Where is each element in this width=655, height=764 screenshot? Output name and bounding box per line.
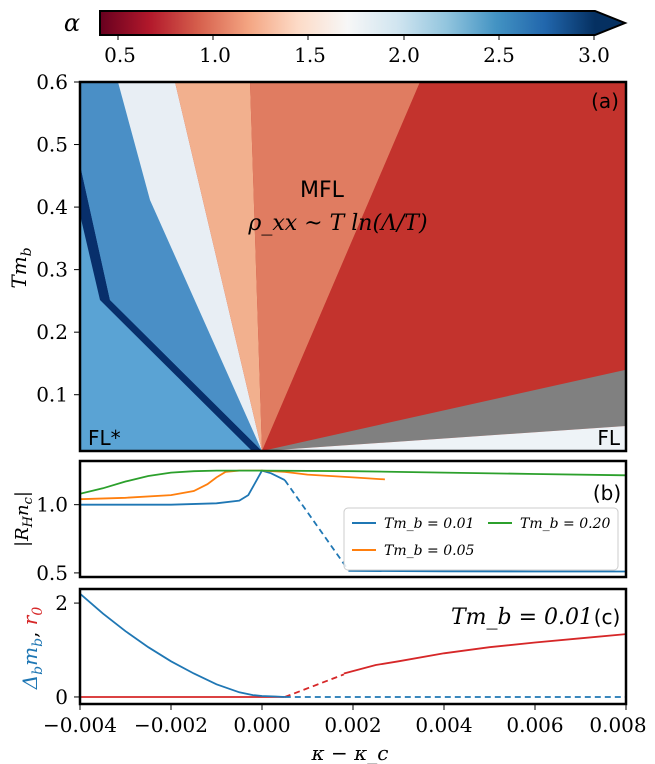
annotation-rho-formula: ρ_xx ~ T ln(Λ/T) (247, 211, 427, 236)
panel-c-ylabel: Δbmb, r0 (18, 607, 46, 691)
panel-b: |RHnc| 0.5 1.0 (b) Tm_b = 0.01 Tm_b = 0.… (12, 459, 628, 585)
panel-c-xaxis: −0.004 −0.002 0.000 0.002 0.004 0.006 0.… (43, 704, 647, 764)
heatmap-region-peach (175, 82, 262, 451)
series-line-tmb-020 (80, 469, 626, 495)
panel-c-yaxis: Δbmb, r0 0 2 (18, 591, 80, 709)
heatmap-region-dark-ridge (80, 164, 262, 451)
series-line-tmb-001-tail (348, 570, 626, 573)
annotation-flstar: FL* (88, 426, 121, 450)
colorbar: α 0.5 1.0 1.5 2.0 2.5 3.0 (64, 9, 628, 67)
series-line-tmb-001-dashed (284, 479, 350, 571)
ytick-label: 0.4 (36, 195, 68, 219)
ytick-label: 0.1 (36, 383, 68, 407)
xtick-label: 0.000 (233, 713, 290, 737)
colorbar-tick-label: 1.5 (294, 43, 326, 67)
colorbar-tick-label: 3.0 (578, 43, 610, 67)
panel-a-ylabel: Tmb (7, 247, 35, 288)
heatmap-region-mid-blue (80, 82, 262, 451)
xtick-label: 0.002 (324, 713, 381, 737)
colorbar-ticks: 0.5 1.0 1.5 2.0 2.5 3.0 (104, 35, 610, 67)
colorbar-extend-triangle (595, 11, 625, 35)
xtick-label: 0.008 (589, 713, 646, 737)
panel-a-yaxis: Tmb 0.1 0.2 0.3 0.4 0.5 0.6 (7, 70, 80, 407)
colorbar-bar (100, 11, 595, 35)
xtick-label: −0.004 (43, 713, 117, 737)
legend-label-tmb-001: Tm_b = 0.01 (384, 516, 474, 532)
heatmap-region-gray (262, 369, 626, 451)
colorbar-tick-label: 2.0 (388, 43, 420, 67)
xtick-label: −0.002 (134, 713, 208, 737)
colorbar-tick-label: 0.5 (104, 43, 136, 67)
legend-label-tmb-020: Tm_b = 0.20 (520, 516, 610, 532)
ytick-label: 0 (55, 685, 68, 709)
panel-a-frame (78, 80, 628, 453)
panel-a: Tmb 0.1 0.2 0.3 0.4 0.5 0.6 (a) MFL ρ_xx… (7, 70, 628, 453)
series-line-r0-dashed (284, 673, 345, 698)
annotation-fl: FL (597, 426, 621, 450)
colorbar-tick-label: 1.0 (199, 43, 231, 67)
panel-b-yaxis: |RHnc| 0.5 1.0 (12, 491, 80, 585)
panel-c-plot-area (80, 593, 626, 698)
ytick-label: 1.0 (36, 493, 68, 517)
panel-a-tag: (a) (591, 89, 619, 113)
panel-b-frame (78, 459, 628, 579)
annotation-tmb: Tm_b = 0.01 (451, 605, 593, 630)
panel-c-tag: (c) (594, 605, 621, 629)
heatmap-region-fl-light (262, 425, 626, 451)
ytick-label: 0.5 (36, 561, 68, 585)
heatmap-region-crossover-white (118, 82, 262, 451)
ytick-label: 0.5 (36, 133, 68, 157)
ytick-label: 0.6 (36, 70, 68, 94)
panel-b-plot-area (80, 469, 626, 573)
heatmap-region-red (262, 82, 626, 451)
panel-b-ylabel: |RHnc| (12, 491, 36, 547)
series-line-tmb-005 (80, 469, 385, 501)
panel-c: Δbmb, r0 0 2 −0.004 −0.002 0.000 0.002 0… (18, 587, 647, 764)
series-line-delta-b (80, 593, 285, 698)
legend-label-tmb-005: Tm_b = 0.05 (384, 543, 474, 559)
panel-b-tag: (b) (593, 481, 621, 505)
annotation-mfl: MFL (300, 178, 345, 203)
ytick-label: 0.3 (36, 258, 68, 282)
ytick-label: 2 (55, 591, 68, 615)
series-line-tmb-001 (80, 469, 286, 506)
heatmap-region-salmon (250, 82, 420, 451)
panel-a-plot-area (80, 82, 626, 451)
legend-box (343, 507, 619, 571)
panel-b-legend: Tm_b = 0.01 Tm_b = 0.20 Tm_b = 0.05 (343, 507, 619, 571)
xtick-label: 0.004 (415, 713, 472, 737)
colorbar-outline (99, 10, 628, 36)
panel-c-xlabel: κ − κ_c (311, 741, 389, 764)
colorbar-tick-label: 2.5 (483, 43, 515, 67)
colorbar-label: α (64, 9, 80, 37)
ytick-label: 0.2 (36, 320, 68, 344)
xtick-label: 0.006 (506, 713, 563, 737)
series-line-r0 (343, 633, 626, 675)
